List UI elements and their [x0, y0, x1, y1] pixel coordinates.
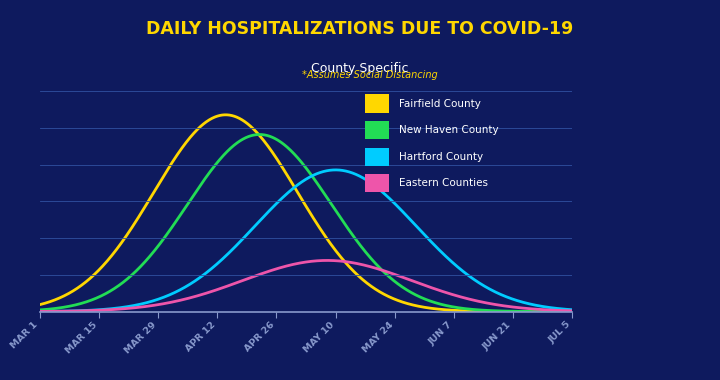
- Text: Fairfield County: Fairfield County: [399, 98, 480, 109]
- Text: *Assumes Social Distancing: *Assumes Social Distancing: [302, 70, 438, 80]
- Bar: [365, 174, 390, 192]
- Text: Hartford County: Hartford County: [399, 152, 482, 162]
- Text: Eastern Counties: Eastern Counties: [399, 178, 487, 188]
- Bar: [365, 94, 390, 112]
- Bar: [365, 121, 390, 139]
- Text: New Haven County: New Haven County: [399, 125, 498, 135]
- Text: DAILY HOSPITALIZATIONS DUE TO COVID-19: DAILY HOSPITALIZATIONS DUE TO COVID-19: [146, 20, 574, 38]
- Text: County Specific: County Specific: [311, 62, 409, 75]
- Bar: [365, 147, 390, 166]
